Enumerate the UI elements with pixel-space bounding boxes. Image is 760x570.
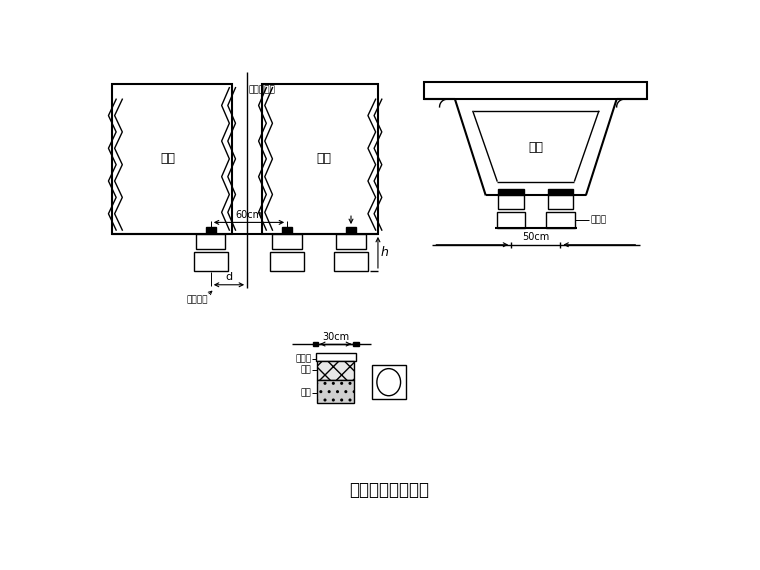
Text: 主棁: 主棁 [317,152,331,165]
Text: 主棁: 主棁 [160,152,176,165]
Text: 临时支座: 临时支座 [186,296,207,304]
Bar [546,213,575,228]
Bar [548,189,573,196]
Bar [315,353,356,361]
Bar [548,196,573,209]
Bar [317,361,354,380]
Text: d: d [226,272,233,283]
Bar [499,196,524,209]
Text: 沙浆: 沙浆 [301,388,312,397]
Bar [196,234,226,249]
Ellipse shape [377,369,401,396]
Bar [372,365,406,399]
Bar [424,82,648,99]
Bar [497,213,525,228]
Text: 50cm: 50cm [522,233,549,242]
Bar [273,234,302,249]
Bar [337,234,366,249]
Text: 主棁: 主棁 [528,141,543,154]
Text: 非连续端临时支座: 非连续端临时支座 [350,481,429,499]
Text: 60cm: 60cm [236,210,262,220]
Bar [270,252,304,271]
Bar [194,252,228,271]
Text: h: h [380,246,388,259]
Bar [312,342,318,347]
Text: 锂垆板: 锂垆板 [590,215,606,225]
Text: 接缝中心线: 接缝中心线 [249,86,275,95]
Bar [282,227,292,234]
Text: 锂垆板: 锂垆板 [296,354,312,363]
Bar [346,227,356,234]
Text: 卤石: 卤石 [301,366,312,375]
Bar [353,342,359,347]
Bar [334,252,368,271]
Bar [499,189,524,196]
Bar [317,380,354,404]
Bar [112,84,232,234]
Bar [262,84,378,234]
Bar [206,227,216,234]
Text: 30cm: 30cm [322,332,349,342]
